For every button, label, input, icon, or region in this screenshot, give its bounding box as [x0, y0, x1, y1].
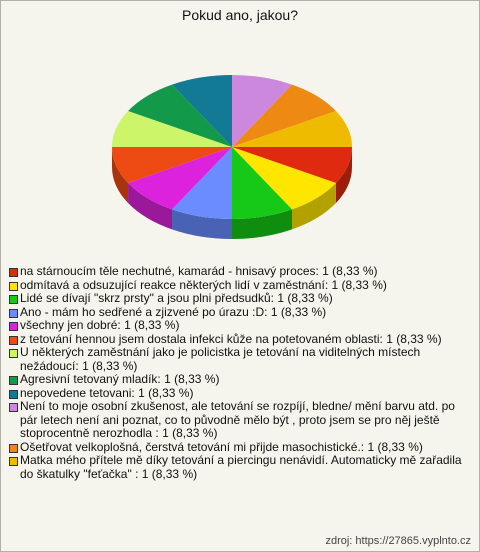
legend-value: 1 (8,33 %): [138, 385, 194, 400]
pie-side: [232, 209, 292, 239]
legend-item: nepovedene tetovani: 1 (8,33 %): [9, 385, 471, 401]
pie-area: Pokud ano, jakou?: [112, 7, 352, 239]
legend-label: Lidé se dívají "skrz prsty" a jsou plni …: [20, 291, 274, 305]
legend-item: Agresivní tetovaný mladík: 1 (8,33 %): [9, 372, 471, 387]
legend-swatch: [9, 268, 18, 277]
legend-swatch: [9, 308, 18, 318]
legend-swatch: [9, 349, 18, 358]
legend-value: 1 (8,33 %): [277, 291, 333, 305]
legend-label: na stárnoucím těle nechutné, kamarád - h…: [20, 264, 319, 278]
pie-slice: [232, 111, 352, 147]
pie-side: [128, 183, 172, 230]
pie-slice: [232, 147, 292, 220]
legend-swatch: [9, 403, 18, 412]
pie-slice: [172, 147, 232, 220]
legend-value: 1 (8,33 %): [270, 304, 327, 319]
legend-value: 1 (8,33 %): [124, 318, 180, 332]
legend-value: 1 (8,33 %): [141, 466, 198, 481]
legend-label: všechny jen dobré:: [20, 318, 121, 332]
pie-side: [335, 147, 352, 203]
legend-item: Lidé se dívají "skrz prsty" a jsou plni …: [9, 291, 471, 306]
legend-item: U některých zaměstnání jako je policistk…: [9, 345, 471, 373]
pie-slice: [232, 147, 336, 210]
legend-value: 1 (8,33 %): [367, 439, 423, 454]
legend-item: Ošetřovat velkoplošná, čerstvá tetování …: [9, 439, 471, 455]
pie-slice: [112, 147, 232, 183]
legend-label: z tetování hennou jsem dostala infekci k…: [20, 331, 383, 346]
legend-label: Ošetřovat velkoplošná, čerstvá tetování …: [20, 439, 365, 454]
legend-item: Ano - mám ho sedřené a zjizvené po úrazu…: [9, 304, 471, 320]
source: zdroj: https://27865.vyplnto.cz: [325, 535, 471, 547]
pie-slice: [172, 75, 232, 147]
legend-value: 1 (8,33 %): [331, 277, 387, 292]
legend-swatch: [9, 457, 18, 466]
legend-value: 1 (8,33 %): [322, 264, 378, 278]
pie-slice: [232, 84, 336, 147]
legend-value: 1 (8,33 %): [386, 331, 442, 346]
legend-swatch: [9, 376, 18, 385]
legend-swatch: [9, 322, 18, 331]
pie-slice: [128, 147, 232, 210]
legend-swatch: [9, 389, 18, 399]
pie-slice: [112, 111, 232, 147]
pie-side: [172, 209, 232, 239]
chart-title: Pokud ano, jakou?: [182, 7, 298, 23]
legend-swatch: [9, 335, 18, 345]
legend-label: Ano - mám ho sedřené a zjizvené po úrazu…: [20, 304, 268, 319]
legend-label: nepovedene tetovani:: [20, 385, 135, 400]
legend-swatch: [9, 281, 18, 291]
legend-label: Není to moje osobní zkušenost, ale tetov…: [20, 399, 455, 440]
legend-item: z tetování hennou jsem dostala infekci k…: [9, 331, 471, 347]
legend-swatch: [9, 295, 18, 304]
legend-item: na stárnoucím těle nechutné, kamarád - h…: [9, 264, 471, 279]
legend-item: Matka mého přítele mě díky tetování a pi…: [9, 453, 471, 481]
pie-slice: [232, 147, 352, 183]
legend-label: odmítavá a odsuzující reakce některých l…: [20, 277, 329, 292]
legend-label: Matka mého přítele mě díky tetování a pi…: [20, 453, 462, 481]
pie-side: [292, 183, 336, 230]
pie-slice: [128, 84, 232, 147]
legend-value: 1 (8,33 %): [164, 372, 220, 386]
legend-value: 1 (8,33 %): [82, 358, 138, 373]
legend: na stárnoucím těle nechutné, kamarád - h…: [9, 264, 471, 481]
legend-item: odmítavá a odsuzující reakce některých l…: [9, 277, 471, 293]
legend-swatch: [9, 443, 18, 453]
legend-item: všechny jen dobré: 1 (8,33 %): [9, 318, 471, 333]
pie-side: [112, 147, 129, 203]
legend-label: U některých zaměstnání jako je policistk…: [20, 345, 421, 373]
pie-slice: [232, 75, 292, 147]
legend-value: 1 (8,33 %): [162, 426, 218, 440]
legend-label: Agresivní tetovaný mladík:: [20, 372, 161, 386]
legend-item: Není to moje osobní zkušenost, ale tetov…: [9, 399, 471, 441]
